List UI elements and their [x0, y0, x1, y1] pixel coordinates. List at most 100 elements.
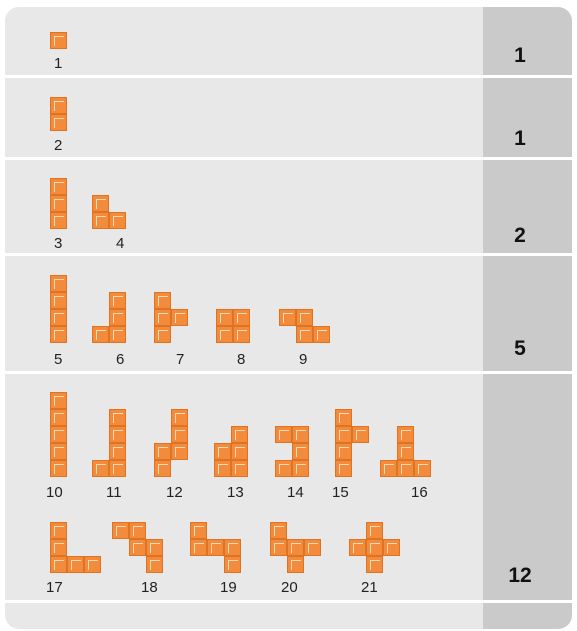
square-cell [109, 292, 126, 309]
piece-label: 10 [46, 484, 63, 501]
square-cell [287, 539, 304, 556]
row-5-count-cell [483, 374, 572, 600]
square-cell [397, 443, 414, 460]
square-cell [50, 97, 67, 114]
square-cell [67, 556, 84, 573]
square-cell [214, 443, 231, 460]
square-cell [352, 426, 369, 443]
square-cell [50, 409, 67, 426]
square-cell [304, 539, 321, 556]
square-cell [109, 443, 126, 460]
square-cell [154, 326, 171, 343]
piece-label: 8 [237, 351, 246, 368]
piece-label: 16 [411, 484, 428, 501]
square-cell [270, 522, 287, 539]
piece-label: 4 [116, 235, 125, 252]
piece-label: 12 [166, 484, 183, 501]
square-cell [233, 309, 250, 326]
square-cell [296, 326, 313, 343]
piece-label: 20 [281, 579, 298, 596]
square-cell [270, 539, 287, 556]
square-cell [50, 556, 67, 573]
piece-label: 5 [54, 351, 63, 368]
square-cell [366, 556, 383, 573]
row-6-count-cell [483, 603, 572, 629]
piece-label: 1 [54, 55, 63, 72]
row-3-count-cell [483, 160, 572, 253]
square-cell [112, 522, 129, 539]
square-cell [92, 326, 109, 343]
square-cell [50, 460, 67, 477]
square-cell [109, 309, 126, 326]
row-4-count-cell [483, 256, 572, 371]
square-cell [92, 195, 109, 212]
square-cell [224, 539, 241, 556]
polyomino-table: 1 1 2 5 12 1 2 3 4 5 6 7 8 9 10 11 12 13… [5, 7, 572, 629]
piece-label: 2 [54, 137, 63, 154]
square-cell [109, 409, 126, 426]
square-cell [349, 539, 366, 556]
piece-label: 18 [141, 579, 158, 596]
square-cell [50, 178, 67, 195]
square-cell [50, 522, 67, 539]
square-cell [335, 426, 352, 443]
square-cell [50, 275, 67, 292]
square-cell [50, 292, 67, 309]
square-cell [154, 292, 171, 309]
square-cell [146, 556, 163, 573]
square-cell [171, 409, 188, 426]
square-cell [313, 326, 330, 343]
square-cell [129, 522, 146, 539]
square-cell [109, 326, 126, 343]
square-cell [397, 460, 414, 477]
piece-label: 13 [227, 484, 244, 501]
square-cell [275, 426, 292, 443]
square-cell [335, 409, 352, 426]
square-cell [287, 556, 304, 573]
piece-label: 19 [220, 579, 237, 596]
square-cell [207, 539, 224, 556]
row-count: 12 [508, 564, 532, 587]
piece-label: 17 [46, 579, 63, 596]
square-cell [335, 460, 352, 477]
square-cell [154, 309, 171, 326]
square-cell [275, 460, 292, 477]
row-1-count-cell [483, 7, 572, 75]
square-cell [216, 309, 233, 326]
piece-label: 9 [299, 351, 308, 368]
square-cell [50, 32, 67, 49]
square-cell [216, 326, 233, 343]
piece-label: 11 [106, 484, 122, 501]
piece-label: 6 [116, 351, 125, 368]
square-cell [190, 522, 207, 539]
square-cell [397, 426, 414, 443]
square-cell [190, 539, 207, 556]
square-cell [84, 556, 101, 573]
square-cell [231, 443, 248, 460]
square-cell [296, 309, 313, 326]
piece-label: 15 [332, 484, 349, 501]
square-cell [171, 443, 188, 460]
square-cell [335, 443, 352, 460]
square-cell [109, 426, 126, 443]
square-cell [171, 426, 188, 443]
square-cell [414, 460, 431, 477]
piece-label: 21 [361, 579, 378, 596]
square-cell [224, 556, 241, 573]
square-cell [50, 392, 67, 409]
square-cell [366, 522, 383, 539]
square-cell [92, 460, 109, 477]
square-cell [109, 212, 126, 229]
square-cell [292, 443, 309, 460]
square-cell [50, 539, 67, 556]
square-cell [366, 539, 383, 556]
row-separator [5, 600, 572, 603]
square-cell [154, 443, 171, 460]
row-separator [5, 253, 572, 256]
square-cell [92, 212, 109, 229]
square-cell [50, 326, 67, 343]
row-separator [5, 75, 572, 78]
row-count: 1 [514, 127, 526, 150]
square-cell [383, 539, 400, 556]
row-count: 5 [514, 337, 526, 360]
